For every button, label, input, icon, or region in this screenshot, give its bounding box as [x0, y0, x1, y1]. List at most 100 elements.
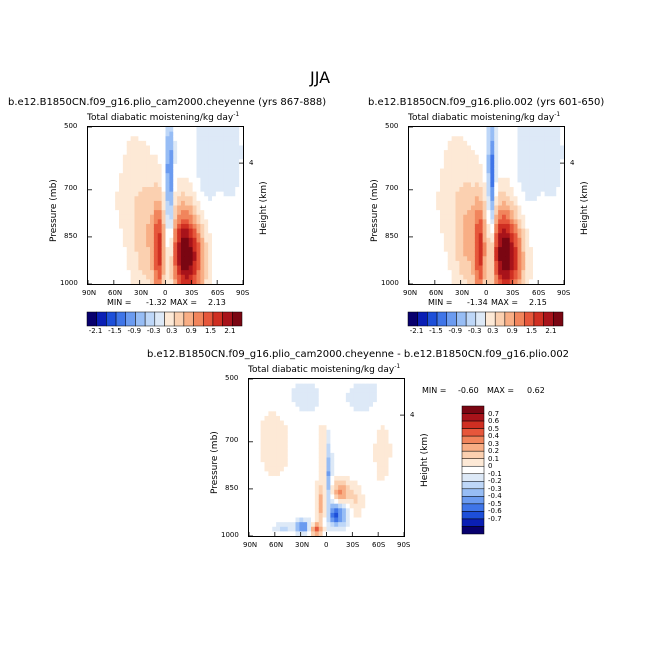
field-cell: [138, 191, 143, 197]
colorbar-swatch: [485, 311, 496, 327]
field-cell: [111, 265, 116, 271]
field-cell: [463, 270, 468, 276]
field-cell: [150, 131, 155, 137]
field-cell: [416, 145, 422, 151]
field-cell: [184, 219, 190, 225]
field-cell: [99, 168, 104, 174]
field-cell: [107, 210, 112, 216]
field-cell: [268, 397, 273, 403]
field-cell: [303, 392, 308, 398]
field-cell: [196, 214, 201, 220]
field-cell: [380, 383, 386, 389]
field-cell: [181, 163, 186, 169]
field-cell: [181, 145, 186, 151]
field-cell: [264, 452, 269, 458]
field-cell: [436, 242, 441, 248]
field-cell: [373, 439, 378, 445]
panel1-min-value: -1.32: [146, 298, 167, 307]
field-cell: [521, 127, 526, 133]
field-cell: [138, 237, 143, 243]
field-cell: [420, 136, 425, 142]
colorbar-tick-label: -0.3: [146, 327, 161, 335]
field-cell: [249, 448, 254, 454]
field-cell: [536, 163, 542, 169]
field-cell: [505, 154, 511, 160]
field-cell: [412, 154, 418, 160]
field-cell: [126, 182, 132, 188]
field-cell: [239, 223, 243, 229]
field-cell: [357, 392, 362, 398]
field-cell: [188, 127, 194, 133]
field-cell: [299, 512, 304, 518]
field-cell: [299, 397, 304, 403]
field-cell: [349, 531, 355, 536]
field-cell: [544, 274, 549, 280]
field-cell: [307, 392, 312, 398]
field-cell: [428, 237, 433, 243]
field-cell: [130, 205, 135, 211]
field-cell: [428, 191, 433, 197]
field-cell: [219, 191, 225, 197]
field-cell: [440, 163, 445, 169]
field-cell: [474, 242, 480, 248]
field-cell: [111, 136, 116, 142]
field-cell: [334, 508, 339, 514]
field-cell: [505, 274, 511, 280]
field-cell: [365, 443, 370, 449]
field-cell: [307, 388, 312, 394]
field-cell: [188, 233, 194, 239]
field-cell: [138, 127, 143, 133]
field-cell: [440, 228, 445, 234]
field-cell: [200, 200, 205, 206]
field-cell: [200, 260, 205, 266]
field-cell: [365, 392, 370, 398]
field-cell: [326, 452, 331, 458]
field-cell: [357, 494, 362, 500]
field-cell: [471, 247, 476, 253]
field-cell: [99, 260, 104, 266]
field-cell: [130, 256, 135, 262]
field-cell: [252, 415, 258, 421]
field-cell: [311, 452, 316, 458]
field-cell: [338, 425, 343, 431]
field-cell: [540, 200, 546, 206]
field-cell: [376, 508, 382, 514]
field-cell: [287, 499, 293, 505]
field-cell: [380, 503, 386, 509]
field-cell: [130, 219, 135, 225]
field-cell: [388, 471, 393, 477]
field-cell: [161, 205, 166, 211]
field-cell: [490, 177, 495, 183]
field-cell: [196, 187, 201, 193]
field-cell: [276, 526, 281, 532]
field-cell: [455, 205, 460, 211]
field-cell: [196, 265, 201, 271]
field-cell: [388, 443, 393, 449]
field-cell: [440, 260, 445, 266]
field-cell: [455, 228, 460, 234]
field-cell: [212, 205, 217, 211]
field-cell: [345, 457, 351, 463]
field-cell: [264, 503, 269, 509]
field-cell: [249, 475, 254, 481]
field-cell: [533, 270, 538, 276]
field-cell: [256, 425, 262, 431]
field-cell: [95, 242, 101, 248]
field-cell: [384, 512, 389, 518]
field-cell: [161, 191, 166, 197]
field-cell: [548, 242, 553, 248]
field-cell: [268, 411, 273, 417]
field-cell: [157, 136, 163, 142]
field-cell: [153, 182, 159, 188]
field-cell: [295, 462, 300, 468]
field-cell: [380, 471, 386, 477]
field-cell: [115, 191, 120, 197]
field-cell: [256, 434, 262, 440]
field-cell: [498, 187, 503, 193]
field-cell: [107, 279, 112, 284]
field-cell: [146, 270, 151, 276]
field-cell: [357, 466, 362, 472]
field-cell: [482, 177, 487, 183]
field-cell: [311, 494, 316, 500]
field-cell: [299, 406, 304, 412]
